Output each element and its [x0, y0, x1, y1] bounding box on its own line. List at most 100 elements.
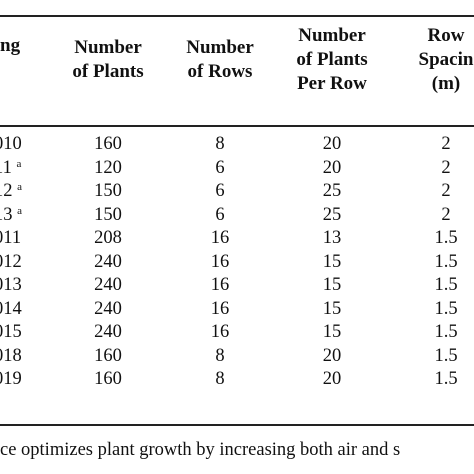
plants-cell-text: 240	[94, 251, 122, 272]
plants-per-row-cell: 20	[282, 345, 382, 369]
rows-cell: 8	[170, 345, 270, 369]
plants-per-row-cell-text: 20	[322, 157, 342, 178]
header-plants-per-row: Number of Plants Per Row	[282, 22, 382, 98]
row-spacing-cell: 2	[396, 157, 474, 181]
year-cell-text: 012	[0, 251, 22, 272]
header-rows-text: Number of Rows	[186, 37, 254, 82]
year-cell: 015	[0, 321, 64, 345]
table-header-rule	[0, 125, 474, 127]
year-cell-text: 015	[0, 322, 22, 342]
year-cell-text: 014	[0, 298, 22, 319]
header-row-spacing-text: Row Spacin (m)	[418, 25, 474, 94]
header-year: ng	[0, 34, 40, 58]
plants-cell: 160	[58, 133, 158, 157]
year-cell-text: 12	[0, 181, 13, 201]
plants-cell: 240	[58, 251, 158, 275]
year-cell: 012	[0, 251, 64, 275]
row-spacing-cell: 1.5	[396, 321, 474, 345]
row-spacing-cell: 2	[396, 204, 474, 228]
year-cell-text: 018	[0, 345, 22, 366]
row-spacing-cell-text: 1.5	[434, 275, 458, 295]
header-year-text: ng	[0, 35, 21, 56]
header-plants-text: Number of Plants	[72, 37, 144, 82]
header-rows: Number of Rows	[170, 22, 270, 98]
year-cell: 014	[0, 298, 64, 322]
table-row: 11 a 120 6 20 2	[0, 157, 474, 181]
rows-cell-text: 16	[210, 251, 230, 272]
year-cell-text: 13	[0, 204, 13, 225]
plants-cell-text: 160	[94, 369, 122, 389]
row-spacing-cell-text: 2	[441, 157, 451, 178]
footnote-marker: a	[16, 157, 22, 170]
table-row: 015 240 16 15 1.5	[0, 321, 474, 345]
rows-cell: 6	[170, 204, 270, 228]
table-row: 018 160 8 20 1.5	[0, 345, 474, 369]
row-spacing-cell: 2	[396, 133, 474, 157]
year-cell-text: 010	[0, 134, 22, 154]
table-row: 014 240 16 15 1.5	[0, 298, 474, 322]
rows-cell: 16	[170, 274, 270, 298]
rows-cell: 8	[170, 368, 270, 392]
row-spacing-cell: 1.5	[396, 227, 474, 251]
row-spacing-cell: 1.5	[396, 368, 474, 392]
table-row: 010 160 8 20 2	[0, 133, 474, 157]
row-spacing-cell-text: 1.5	[434, 369, 458, 389]
plants-per-row-cell: 15	[282, 298, 382, 322]
table-row: 013 240 16 15 1.5	[0, 274, 474, 298]
row-spacing-cell: 1.5	[396, 298, 474, 322]
row-spacing-cell: 1.5	[396, 274, 474, 298]
plants-per-row-cell: 25	[282, 180, 382, 204]
plants-cell: 150	[58, 180, 158, 204]
year-cell: 019	[0, 368, 64, 392]
footnote-marker: a	[17, 181, 23, 193]
row-spacing-cell: 1.5	[396, 345, 474, 369]
plants-per-row-cell-text: 25	[322, 181, 342, 201]
plants-per-row-cell-text: 20	[322, 134, 342, 154]
table-footnote: ce optimizes plant growth by increasing …	[0, 440, 401, 460]
plants-cell-text: 160	[94, 345, 122, 366]
rows-cell: 6	[170, 180, 270, 204]
rows-cell-text: 8	[215, 369, 225, 389]
rows-cell-text: 8	[215, 345, 225, 366]
year-cell-text: 11	[0, 157, 12, 178]
table-row: 12 a 150 6 25 2	[0, 180, 474, 204]
year-cell: 010	[0, 133, 64, 157]
plants-per-row-cell: 15	[282, 321, 382, 345]
year-cell: 11 a	[0, 157, 64, 181]
plants-per-row-cell-text: 15	[322, 275, 342, 295]
plants-cell-text: 240	[94, 275, 122, 295]
rows-cell: 8	[170, 133, 270, 157]
plants-per-row-cell: 20	[282, 133, 382, 157]
plants-per-row-cell: 15	[282, 251, 382, 275]
plants-per-row-cell: 15	[282, 274, 382, 298]
rows-cell-text: 16	[210, 322, 230, 342]
plants-cell-text: 208	[94, 228, 122, 248]
year-cell: 12 a	[0, 180, 64, 204]
plants-per-row-cell: 20	[282, 157, 382, 181]
header-plants-per-row-text: Number of Plants Per Row	[296, 25, 368, 94]
rows-cell-text: 6	[215, 157, 225, 178]
row-spacing-cell-text: 2	[441, 134, 451, 154]
header-row-spacing: Row Spacin (m)	[396, 22, 474, 98]
plants-cell: 160	[58, 345, 158, 369]
plants-per-row-cell-text: 15	[322, 298, 342, 319]
table-top-rule	[0, 15, 474, 17]
plants-cell: 150	[58, 204, 158, 228]
row-spacing-cell: 1.5	[396, 251, 474, 275]
plants-per-row-cell: 25	[282, 204, 382, 228]
plants-per-row-cell: 20	[282, 368, 382, 392]
rows-cell: 16	[170, 321, 270, 345]
row-spacing-cell-text: 1.5	[434, 228, 458, 248]
year-cell: 011	[0, 227, 64, 251]
plants-cell-text: 240	[94, 298, 122, 319]
footnote-marker: a	[17, 204, 23, 217]
table-bottom-rule	[0, 424, 474, 426]
row-spacing-cell-text: 1.5	[434, 298, 458, 319]
plants-cell-text: 160	[94, 134, 122, 154]
year-cell: 013	[0, 274, 64, 298]
rows-cell-text: 6	[215, 204, 225, 225]
plants-cell: 208	[58, 227, 158, 251]
year-cell-text: 011	[0, 228, 22, 248]
plants-per-row-cell-text: 20	[322, 345, 342, 366]
plants-per-row-cell: 13	[282, 227, 382, 251]
